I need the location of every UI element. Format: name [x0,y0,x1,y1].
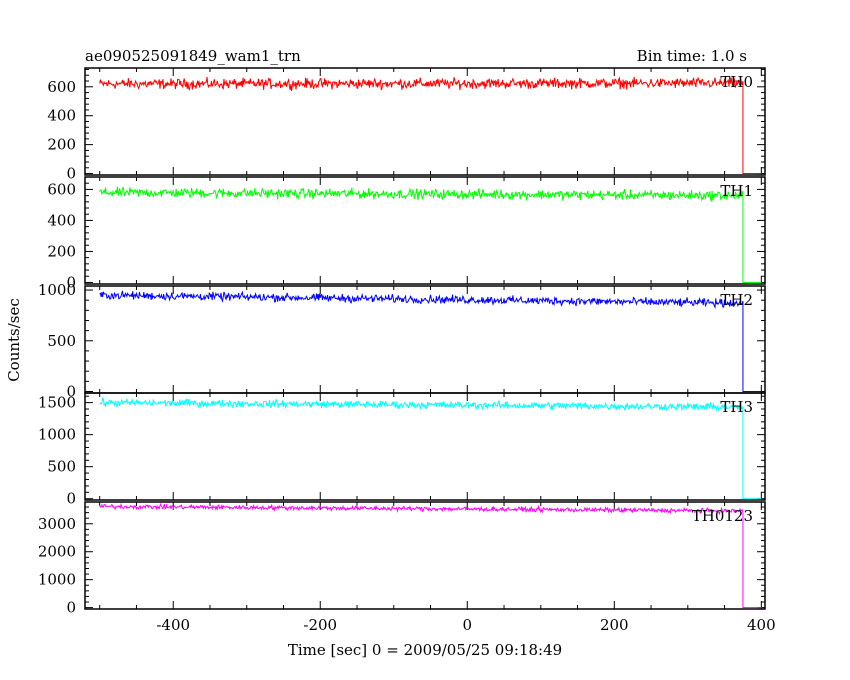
y-tick-label: 1000 [38,426,76,444]
y-tick-label: 600 [47,78,76,96]
series-label-th1: TH1 [720,182,753,200]
y-tick-label: 1500 [38,394,76,412]
y-tick-label: 3000 [38,515,76,533]
y-tick-label: 0 [66,273,76,291]
y-tick-label: 400 [47,107,76,125]
series-line-th3 [99,396,762,500]
series-label-th0123: TH0123 [692,507,753,525]
series-label-th3: TH3 [720,398,753,416]
chart-title: ae090525091849_wam1_trn [85,47,301,65]
y-axis-label: Counts/sec [5,298,23,382]
series-label-th2: TH2 [720,291,753,309]
y-tick-label: 200 [47,136,76,154]
y-tick-label: 1000 [38,281,76,299]
y-tick-label: 200 [47,242,76,260]
panel-frame-th1 [84,176,766,285]
panel-frame-th0123 [84,501,766,610]
y-tick-label: 0 [66,382,76,400]
y-tick-label: 0 [66,599,76,617]
x-tick-label: -200 [303,616,337,634]
y-tick-label: 600 [47,180,76,198]
chart-subtitle: Bin time: 1.0 s [637,47,747,65]
y-tick-label: 0 [66,490,76,508]
y-tick-label: 500 [47,458,76,476]
panel-frame-th3 [84,392,766,501]
x-tick-label: -400 [156,616,190,634]
y-tick-label: 400 [47,211,76,229]
y-tick-label: 0 [66,165,76,183]
x-tick-label: 200 [600,616,629,634]
x-tick-label: 0 [462,616,472,634]
y-tick-label: 2000 [38,543,76,561]
x-axis-label: Time [sec] 0 = 2009/05/25 09:18:49 [288,641,562,659]
series-line-th0 [99,76,762,175]
series-line-th1 [99,186,762,283]
series-label-th0: TH0 [720,73,753,91]
series-line-th0123 [99,502,762,609]
y-tick-label: 500 [47,332,76,350]
series-line-th2 [99,290,762,392]
x-tick-label: 400 [747,616,776,634]
y-tick-label: 1000 [38,571,76,589]
